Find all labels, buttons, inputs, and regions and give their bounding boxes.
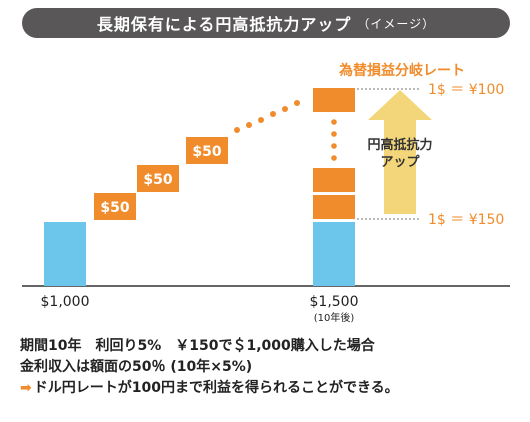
right-arrow-icon: ➡ [20, 380, 32, 396]
rate-bottom: 1$ ＝ ¥150 [428, 212, 504, 228]
interest-bar-1-label: $50 [100, 200, 129, 216]
note-line-1: 期間10年 利回り5% ￥150で＄1,000購入した場合 [20, 338, 375, 354]
title: 長期保有による円高抵抗力アップ [96, 15, 352, 34]
interest-bar-2 [137, 165, 179, 192]
subtitle: （イメージ） [357, 16, 436, 31]
stack-bar-mid [313, 168, 355, 192]
axis-right-label: $1,500 [310, 294, 359, 310]
interest-bar-2-label: $50 [143, 172, 172, 188]
principal-bar-left [44, 222, 86, 286]
notes: 期間10年 利回り5% ￥150で＄1,000購入した場合 金利収入は額面の50… [20, 336, 399, 399]
vertical-dots [331, 119, 337, 161]
axis-left-label: $1,000 [41, 294, 90, 310]
note-line-3-text: ドル円レートが100円まで利益を得られることができる。 [33, 380, 399, 396]
interest-bar-1 [94, 193, 136, 220]
breakeven-label: 為替損益分岐レート [338, 62, 465, 79]
stack-bar-top [313, 88, 355, 112]
trend-dots [234, 100, 300, 133]
title-bar: 長期保有による円高抵抗力アップ （イメージ） [22, 8, 510, 38]
interest-bar-3 [186, 137, 228, 164]
up-arrow-icon [368, 90, 432, 214]
arrow-label-line1: 円高抵抗力 [367, 137, 432, 153]
principal-bar-right [313, 222, 355, 286]
note-line-2: 金利収入は額面の50％ (10年×5%) [20, 359, 253, 375]
note-line-3: ➡ ドル円レートが100円まで利益を得られることができる。 [20, 378, 399, 399]
interest-bar-3-label: $50 [192, 144, 221, 160]
arrow-label-line2: アップ [380, 155, 420, 170]
rate-top: 1$ ＝ ¥100 [428, 82, 504, 98]
stack-bar-low [313, 195, 355, 219]
axis-right-sublabel: (10年後) [314, 311, 355, 324]
